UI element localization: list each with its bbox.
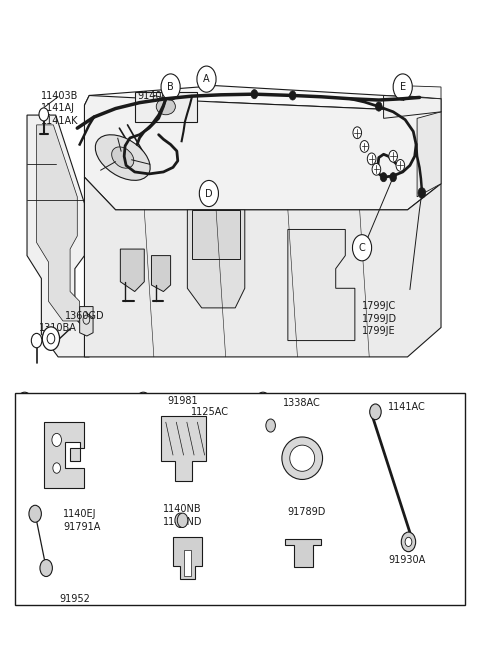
Text: 91981: 91981 [167,396,198,405]
Text: 91952: 91952 [60,593,90,604]
Circle shape [418,187,426,198]
Ellipse shape [282,437,323,479]
Text: 1338AC: 1338AC [283,398,321,407]
Circle shape [367,153,376,165]
Circle shape [389,151,397,162]
Polygon shape [36,125,80,321]
Text: C: C [359,243,365,253]
Polygon shape [285,538,322,567]
Text: 1310BA: 1310BA [39,323,77,333]
Circle shape [31,333,42,348]
Text: A: A [21,398,28,408]
Polygon shape [288,229,355,341]
Polygon shape [120,249,144,291]
Circle shape [47,333,55,344]
Circle shape [360,141,369,153]
Circle shape [161,74,180,100]
Circle shape [380,173,387,181]
Circle shape [16,392,33,415]
Polygon shape [187,210,245,308]
Circle shape [52,434,61,447]
Ellipse shape [112,147,134,168]
Circle shape [401,532,416,552]
Circle shape [40,559,52,576]
Text: 1360GD: 1360GD [65,311,105,321]
Circle shape [16,500,33,523]
Circle shape [353,127,361,139]
Polygon shape [84,96,441,210]
Circle shape [197,66,216,92]
Text: B: B [167,82,174,92]
Circle shape [393,74,412,100]
Text: E: E [140,507,146,517]
Circle shape [135,392,152,415]
Polygon shape [417,112,441,196]
Text: 1140EJ: 1140EJ [63,509,96,519]
Text: E: E [400,82,406,92]
Polygon shape [84,86,441,112]
Polygon shape [44,422,84,487]
Text: 1125AC: 1125AC [191,407,229,417]
Polygon shape [173,536,202,579]
Text: D: D [21,507,28,517]
Polygon shape [403,86,441,99]
Circle shape [135,500,152,523]
Ellipse shape [156,98,175,115]
Circle shape [266,419,276,432]
Text: A: A [203,74,210,84]
Circle shape [199,180,218,206]
Text: 91930A: 91930A [388,555,426,565]
Text: 91791A: 91791A [63,522,100,532]
FancyBboxPatch shape [183,550,191,576]
Ellipse shape [290,445,315,472]
Circle shape [375,102,382,111]
Polygon shape [152,255,170,291]
Polygon shape [84,177,441,357]
Text: 1799JC
1799JD
1799JE: 1799JC 1799JD 1799JE [362,301,397,336]
Circle shape [175,513,185,527]
Circle shape [29,505,41,522]
Circle shape [39,108,48,121]
Ellipse shape [96,135,150,180]
Circle shape [251,90,258,99]
Text: C: C [260,398,266,408]
Polygon shape [161,416,206,481]
Circle shape [352,234,372,261]
Text: 1141AC: 1141AC [388,402,426,412]
Circle shape [372,164,381,175]
Circle shape [255,392,271,415]
FancyBboxPatch shape [15,393,465,605]
Circle shape [390,173,396,181]
Circle shape [53,463,60,474]
Circle shape [405,537,412,546]
Text: 1140ND: 1140ND [162,517,202,527]
Text: 11403B
1141AJ
1141AK: 11403B 1141AJ 1141AK [41,91,79,126]
Circle shape [370,404,381,420]
Polygon shape [27,115,89,357]
FancyBboxPatch shape [135,92,197,122]
Text: 91400: 91400 [137,91,168,101]
Text: D: D [205,189,213,198]
Circle shape [289,91,296,100]
Polygon shape [80,307,93,336]
Text: 91789D: 91789D [287,507,325,517]
Polygon shape [192,210,240,259]
Circle shape [396,160,405,172]
Polygon shape [384,96,441,119]
Circle shape [177,513,188,527]
Circle shape [42,327,60,350]
Text: B: B [140,398,147,408]
Text: 1140NB: 1140NB [162,504,201,514]
